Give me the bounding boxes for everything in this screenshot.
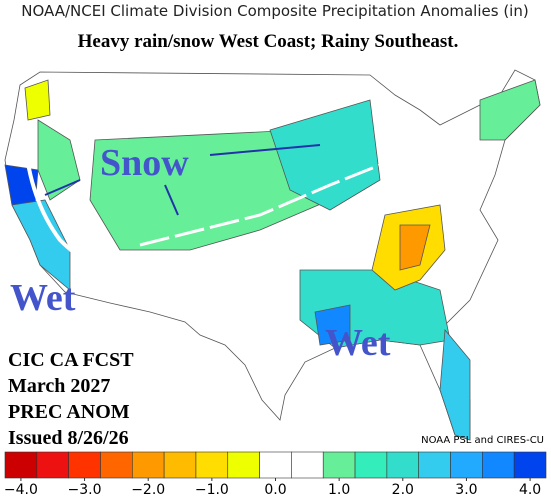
tick-label: −1.0 [195, 482, 229, 498]
tick-label: −3.0 [68, 482, 102, 498]
info-line: PREC ANOM [8, 401, 130, 423]
color-box [195, 451, 229, 479]
front-line [139, 153, 411, 247]
info-line: March 2027 [8, 375, 110, 397]
region-anomaly [11, 199, 71, 291]
color-box [386, 451, 420, 479]
color-box [227, 451, 260, 479]
tick-label: 1.0 [328, 482, 350, 498]
tick-label: −2.0 [131, 482, 165, 498]
region-anomaly [439, 328, 471, 441]
title: NOAA/NCEI Climate Division Composite Pre… [21, 2, 528, 20]
color-box [100, 451, 133, 479]
subtitle: Heavy rain/snow West Coast; Rainy Southe… [78, 31, 459, 52]
pointer [209, 144, 321, 156]
credit: NOAA PSL and CIRES-CU [421, 435, 544, 446]
pointer [164, 184, 179, 216]
color-box [163, 451, 197, 479]
annotation: Wet [10, 277, 76, 319]
region-anomaly [269, 99, 381, 211]
region-anomaly [24, 79, 51, 121]
pointer [44, 179, 81, 196]
color-box [4, 451, 38, 479]
color-box [354, 451, 388, 479]
annotation: Wet [325, 322, 391, 364]
region-anomaly [479, 79, 541, 141]
color-box [291, 451, 324, 479]
annotation: Snow [100, 142, 189, 184]
colorbar: −4.0 −3.0 −2.0 −1.0 0.0 1.0 2.0 3.0 4.0 [4, 451, 547, 498]
tick-label: 2.0 [392, 482, 414, 498]
color-box [36, 451, 69, 479]
region-anomaly [399, 224, 431, 271]
map [4, 69, 541, 441]
tick-label: 4.0 [519, 482, 541, 498]
tick-label: 3.0 [455, 482, 477, 498]
info-line: Issued 8/26/26 [8, 427, 129, 449]
tick-label: 0.0 [264, 482, 286, 498]
region-anomaly [37, 119, 81, 201]
color-box [450, 451, 483, 479]
info-line: CIC CA FCST [8, 349, 134, 371]
color-box [482, 451, 515, 479]
color-box [322, 451, 356, 479]
color-box [418, 451, 451, 479]
front-line [23, 139, 111, 272]
color-box [259, 451, 292, 479]
tick-label: −4.0 [4, 482, 38, 498]
color-box [68, 451, 101, 479]
region-anomaly [314, 304, 351, 346]
hand-drawn-lines [23, 139, 411, 272]
color-box [131, 451, 165, 479]
color-box [513, 451, 547, 479]
